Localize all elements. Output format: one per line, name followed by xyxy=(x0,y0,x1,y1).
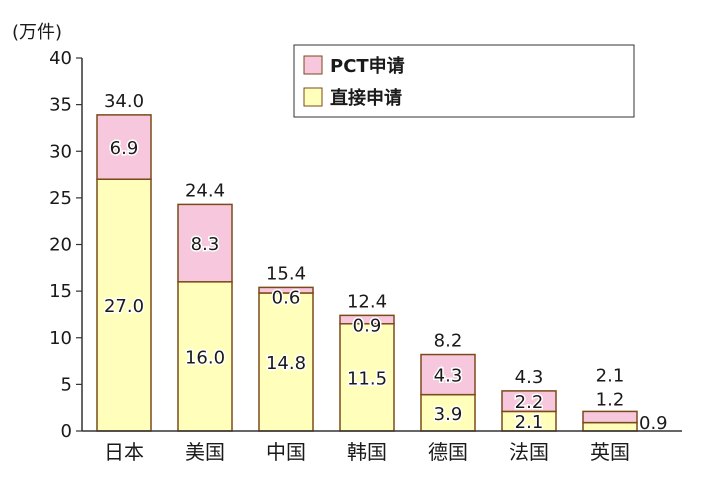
bar-segment-direct xyxy=(258,292,314,432)
y-unit-label: (万件) xyxy=(12,22,62,43)
bar-group: 27.0 6.9 34.0 xyxy=(96,91,152,432)
y-tick-label: 40 xyxy=(49,48,72,69)
bar-segment-direct xyxy=(339,323,395,432)
data-label-total: 4.3 xyxy=(515,367,544,388)
data-label-total: 12.4 xyxy=(347,291,387,312)
bar-segment-pct xyxy=(258,286,314,294)
x-axis: 日本 美国 中国 韩国 德国 法国 英国 xyxy=(82,430,682,464)
data-label-direct: 2.1 xyxy=(515,412,544,433)
data-label-pct: 6.9 xyxy=(110,138,139,159)
data-label-pct: 4.3 xyxy=(434,366,463,387)
legend-swatch-pct xyxy=(303,55,323,75)
data-label-pct: 0.6 xyxy=(272,287,301,308)
y-tick-label: 30 xyxy=(49,141,72,162)
y-tick-label: 20 xyxy=(49,235,72,256)
bar-group: 3.9 4.3 8.2 xyxy=(420,331,476,432)
x-tick-label: 法国 xyxy=(509,440,549,464)
bar-group: 11.5 0.9 12.4 xyxy=(339,291,395,432)
x-tick-label: 韩国 xyxy=(347,440,387,464)
data-label-total: 24.4 xyxy=(185,180,225,201)
y-axis: 0 5 10 15 20 25 30 35 40 xyxy=(49,48,83,442)
bar-segment-pct xyxy=(582,410,638,424)
x-tick-label: 中国 xyxy=(266,440,306,464)
legend-swatch-direct xyxy=(303,87,323,107)
data-label-direct: 16.0 xyxy=(185,347,225,368)
bar-segment-direct xyxy=(582,421,638,432)
x-tick-label: 德国 xyxy=(428,440,468,464)
bar-group: 2.12.2 4.3 xyxy=(501,367,557,435)
y-tick-label: 35 xyxy=(49,95,72,116)
data-label-direct: 11.5 xyxy=(347,368,387,389)
data-label-direct: 27.0 xyxy=(104,296,144,317)
data-label-total: 8.2 xyxy=(434,331,463,352)
legend-label-direct: 直接申请 xyxy=(330,87,402,109)
data-label-pct: 2.2 xyxy=(515,392,544,413)
bar-segment-pct xyxy=(339,314,395,325)
data-label-pct: 0.9 xyxy=(353,315,382,336)
bars: 27.0 6.9 34.0 16.0 8.3 24.4 14.8 0.6 15.4 11.5 0.9… xyxy=(96,91,669,436)
legend-label-pct: PCT申请 xyxy=(330,55,405,77)
bar-segment-pct xyxy=(177,203,233,283)
legend-frame xyxy=(293,44,635,118)
y-tick-label: 10 xyxy=(49,328,72,349)
data-label-total: 34.0 xyxy=(104,91,144,112)
y-tick-label: 5 xyxy=(61,374,72,395)
data-label-direct: 14.8 xyxy=(266,353,306,374)
x-tick-label: 日本 xyxy=(104,440,144,464)
bar-group: 14.8 0.6 15.4 xyxy=(258,263,314,432)
data-label-total: 15.4 xyxy=(266,263,306,284)
legend: PCT申请 直接申请 xyxy=(293,44,635,118)
y-tick-label: 15 xyxy=(49,281,72,302)
y-tick-label: 0 xyxy=(61,421,72,442)
data-label-pct: 8.3 xyxy=(191,234,220,255)
x-tick-label: 英国 xyxy=(590,440,630,464)
data-label-pct: 1.2 xyxy=(596,389,625,410)
x-tick-label: 美国 xyxy=(185,440,225,464)
bar-segment-pct xyxy=(420,353,476,396)
data-label-total: 2.1 xyxy=(596,365,625,386)
bar-group: 16.0 8.3 24.4 xyxy=(177,180,233,432)
bar-segment-pct xyxy=(501,390,557,413)
bar-segment-direct xyxy=(420,393,476,432)
y-tick-label: 25 xyxy=(49,188,72,209)
bar-segment-pct xyxy=(96,114,152,180)
bar-group: 0.91.22.1 xyxy=(582,365,669,436)
data-label-direct: 3.9 xyxy=(434,404,463,425)
